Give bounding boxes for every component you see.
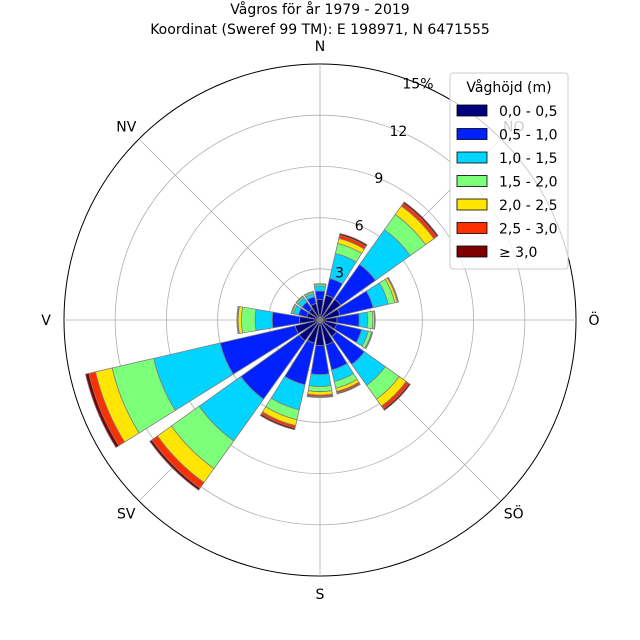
- bar-segment-S-3: [307, 385, 333, 393]
- bar-segment-SV-6: [149, 439, 201, 491]
- polar-grid: [63, 63, 577, 577]
- radial-tick-label: 9: [374, 171, 383, 187]
- legend: Våghöjd (m) 0,0 - 0,5 0,5 - 1,0 1,0 - 1,5 1…: [449, 72, 569, 270]
- legend-label: 1,5 - 2,0: [499, 175, 557, 191]
- bar-segment-N-5: [313, 283, 327, 285]
- compass-labels: NNOÖSÖSSVVNV: [41, 39, 599, 603]
- compass-label-o: Ö: [588, 311, 599, 329]
- legend-label: ≥ 3,0: [499, 245, 537, 261]
- bar-segment-V-2: [254, 308, 274, 332]
- bar-segment-S-2: [308, 373, 332, 387]
- compass-label-s: S: [316, 587, 325, 603]
- chart-subtitle: Koordinat (Sweref 99 TM): E 198971, N 64…: [150, 22, 490, 38]
- radial-tick-label: 6: [355, 218, 364, 234]
- radial-tick-label: 3: [335, 266, 344, 282]
- legend-frame: [449, 72, 569, 270]
- bar-segment-Ö-6: [373, 310, 376, 330]
- radial-tick-label: 15%: [402, 76, 433, 92]
- legend-label: 0,5 - 1,0: [499, 128, 557, 144]
- bar-segment-SÖ-6: [382, 382, 411, 411]
- bar-segment-NNO-6: [339, 233, 368, 247]
- bar-segment-SSO-6: [336, 383, 361, 395]
- compass-label-sv: SV: [117, 507, 136, 523]
- grid-spoke: [138, 138, 321, 321]
- compass-label-v: V: [41, 313, 51, 329]
- legend-swatch: [456, 198, 488, 211]
- bar-segment-Ö-2: [358, 311, 369, 329]
- bar-segment-S-6: [306, 395, 334, 399]
- legend-label: 2,5 - 3,0: [499, 222, 557, 238]
- legend-label: 0,0 - 0,5: [499, 104, 557, 120]
- radial-tick-label: 12: [389, 124, 407, 140]
- bar-segment-N-2: [313, 285, 327, 292]
- compass-label-nv: NV: [116, 119, 136, 135]
- legend-items: 0,0 - 0,5 0,5 - 1,0 1,0 - 1,5 1,5 - 2,0 2,0 …: [456, 104, 557, 261]
- legend-swatch: [456, 222, 488, 234]
- bar-segment-V-3: [241, 306, 257, 334]
- rose-bars: [85, 201, 439, 491]
- radial-tick-labels: 3 6 9 12 15%: [335, 76, 433, 281]
- bar-segment-S-1: [310, 344, 330, 376]
- bar-segment-ONO-6: [387, 276, 399, 303]
- bar-segment-SSV-6: [259, 413, 296, 431]
- compass-label-n: N: [315, 39, 325, 55]
- legend-label: 2,0 - 2,5: [499, 198, 557, 214]
- bar-segment-V-6: [236, 305, 239, 335]
- bar-segment-OSO-5: [365, 331, 374, 350]
- bar-segment-N-1: [314, 290, 326, 301]
- bar-segment-NV-5: [295, 295, 304, 304]
- bar-segment-Ö-3: [366, 310, 374, 330]
- legend-title: Våghöjd (m): [466, 79, 551, 96]
- legend-swatch: [456, 128, 488, 140]
- legend-swatch: [456, 104, 488, 117]
- bar-segment-VSV-6: [85, 372, 120, 449]
- bar-segment-VNV-5: [290, 303, 296, 314]
- compass-label-so: SÖ: [504, 505, 524, 523]
- bar-segment-NO-6: [402, 201, 439, 238]
- legend-swatch: [456, 151, 488, 164]
- legend-swatch: [456, 245, 488, 258]
- bar-segment-NNV-5: [303, 290, 314, 296]
- legend-label: 1,0 - 1,5: [499, 151, 557, 167]
- chart-title: Vågros för år 1979 - 2019: [230, 1, 409, 18]
- legend-swatch: [456, 175, 488, 187]
